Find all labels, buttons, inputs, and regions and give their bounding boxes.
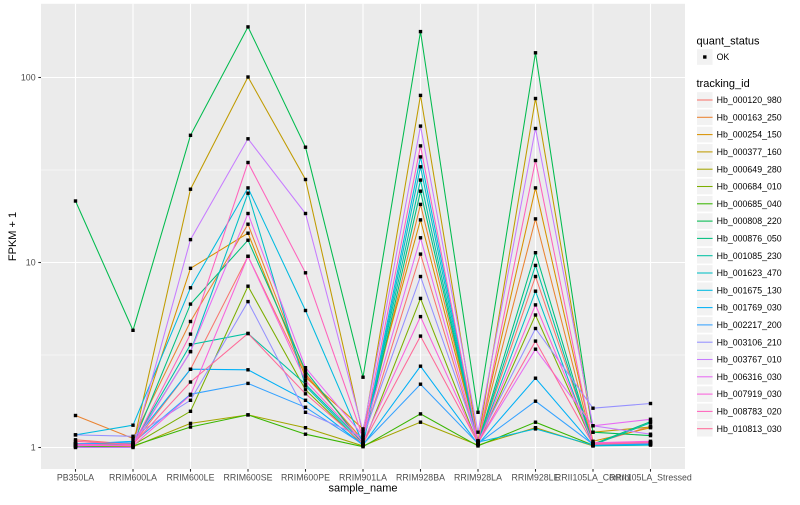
svg-text:Hb_000685_040: Hb_000685_040 [717, 199, 782, 209]
svg-text:RRIM928LE: RRIM928LE [512, 472, 560, 482]
svg-text:quant_status: quant_status [697, 36, 760, 48]
svg-text:Hb_007919_030: Hb_007919_030 [717, 389, 782, 399]
svg-text:Hb_000163_250: Hb_000163_250 [717, 112, 782, 122]
svg-text:RRIM600LE: RRIM600LE [167, 472, 215, 482]
svg-text:RRIM600LA: RRIM600LA [109, 472, 157, 482]
svg-text:Hb_001623_470: Hb_001623_470 [717, 268, 782, 278]
svg-text:tracking_id: tracking_id [697, 78, 750, 90]
svg-text:Hb_001675_130: Hb_001675_130 [717, 285, 782, 295]
svg-text:100: 100 [21, 73, 36, 83]
svg-text:Hb_000684_010: Hb_000684_010 [717, 182, 782, 192]
svg-text:RRIM901LA: RRIM901LA [339, 472, 387, 482]
svg-text:10: 10 [26, 258, 36, 268]
svg-text:Hb_000254_150: Hb_000254_150 [717, 130, 782, 140]
svg-text:Hb_010813_030: Hb_010813_030 [717, 424, 782, 434]
svg-text:Hb_003767_010: Hb_003767_010 [717, 355, 782, 365]
svg-text:RRIM928BA: RRIM928BA [396, 472, 445, 482]
svg-text:Hb_003106_210: Hb_003106_210 [717, 337, 782, 347]
svg-text:Hb_001769_030: Hb_001769_030 [717, 303, 782, 313]
svg-text:Hb_000120_980: Hb_000120_980 [717, 95, 782, 105]
svg-text:PB350LA: PB350LA [57, 472, 94, 482]
svg-text:RRIM600PE: RRIM600PE [281, 472, 330, 482]
svg-text:Hb_008783_020: Hb_008783_020 [717, 407, 782, 417]
svg-text:Hb_000876_050: Hb_000876_050 [717, 234, 782, 244]
svg-text:RRII105LA_Stressed: RRII105LA_Stressed [609, 472, 692, 482]
svg-text:Hb_001085_230: Hb_001085_230 [717, 251, 782, 261]
svg-text:FPKM + 1: FPKM + 1 [7, 212, 19, 261]
svg-text:RRIM928LA: RRIM928LA [454, 472, 502, 482]
svg-text:1: 1 [31, 443, 36, 453]
svg-text:sample_name: sample_name [328, 483, 397, 495]
svg-text:Hb_000808_220: Hb_000808_220 [717, 216, 782, 226]
svg-text:Hb_000377_160: Hb_000377_160 [717, 147, 782, 157]
svg-text:RRII105LA_Control: RRII105LA_Control [555, 472, 631, 482]
svg-text:Hb_006316_030: Hb_006316_030 [717, 372, 782, 382]
svg-text:OK: OK [717, 52, 730, 62]
svg-text:RRIM600SE: RRIM600SE [224, 472, 273, 482]
svg-text:Hb_000649_280: Hb_000649_280 [717, 164, 782, 174]
svg-text:Hb_002217_200: Hb_002217_200 [717, 320, 782, 330]
